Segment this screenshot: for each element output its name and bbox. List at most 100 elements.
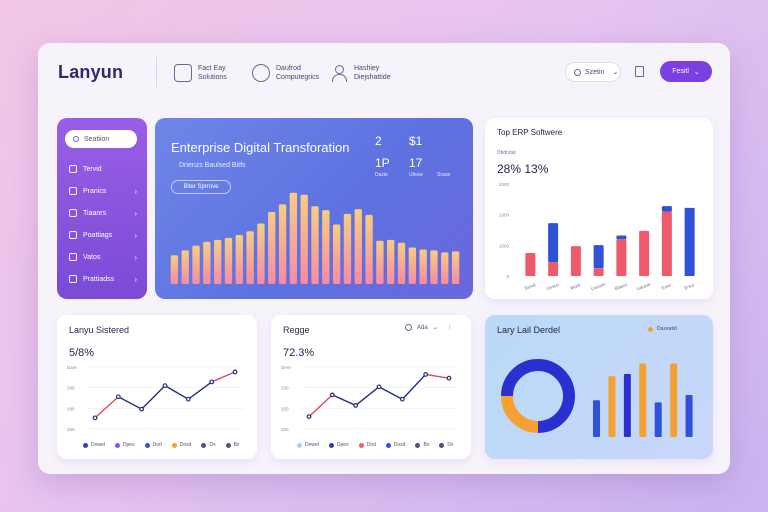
erp-bar-segment xyxy=(570,246,581,276)
legend-swatch xyxy=(385,442,391,448)
sidebar-item[interactable]: Prattiadss › xyxy=(65,268,139,290)
sidebar-item[interactable]: Pranics › xyxy=(65,180,139,202)
folder-icon xyxy=(69,165,77,173)
x-tick-label: Sarvd xyxy=(523,282,536,291)
select-value: Szetin xyxy=(585,68,605,76)
hero-bar xyxy=(181,250,189,284)
hero-bar xyxy=(387,239,395,284)
data-point xyxy=(329,392,335,398)
y-tick-label: 150 xyxy=(281,427,289,432)
y-tick-label: 1000 xyxy=(499,213,510,218)
more-icon[interactable]: ⋮ xyxy=(446,325,453,331)
sidebar-item-label: Tiaanrs xyxy=(83,209,107,217)
hero-bar xyxy=(441,252,449,284)
legend-label: Dpes xyxy=(336,442,349,448)
legend-item: Dod xyxy=(144,442,162,448)
nav-item-solutions[interactable]: Fact Eay Solutions xyxy=(174,61,227,85)
hero-stat: 2 xyxy=(375,134,405,148)
hero-bar xyxy=(343,213,352,284)
document-icon[interactable] xyxy=(635,66,644,77)
globe-icon xyxy=(574,68,581,76)
data-point xyxy=(139,406,145,412)
hero-bar xyxy=(311,206,319,284)
sidebar: Seatiion Tervid Pranics › Tiaanrs › Poatti… xyxy=(57,118,147,299)
y-tick-label: Dare xyxy=(67,365,77,370)
legend-item: Dpes xyxy=(114,442,135,448)
legend-item: Dowel xyxy=(297,442,319,448)
primary-action-button[interactable]: Fesitl ⌄ xyxy=(660,61,712,82)
y-tick-label: Dere xyxy=(281,365,291,370)
nav-line1: Hashiey xyxy=(354,65,380,72)
sidebar-item[interactable]: Tervid xyxy=(65,158,139,180)
legend-label: Bx xyxy=(233,442,240,448)
sidebar-item-label: Poattiags xyxy=(83,231,113,239)
erp-bar-segment xyxy=(593,245,604,269)
sidebar-item[interactable]: Tiaanrs › xyxy=(65,202,139,224)
hero-bar xyxy=(354,209,362,284)
line-segment xyxy=(117,396,143,410)
nav-item-compute[interactable]: Daufrod Computegrics xyxy=(252,61,319,85)
mini-bar xyxy=(670,363,678,437)
hero-bar xyxy=(278,204,287,284)
legend-item: Dod xyxy=(358,442,376,448)
hero-stat: $1 xyxy=(409,134,439,148)
legend-label: Dosd xyxy=(179,442,192,448)
data-point xyxy=(185,396,191,402)
chevron-down-icon: ⌄ xyxy=(693,68,700,76)
mini-bar-chart xyxy=(593,363,693,437)
legend-label: Dazeatid xyxy=(657,326,677,332)
sidebar-item[interactable]: Vatos › xyxy=(65,246,139,268)
mini-bar xyxy=(639,363,647,437)
nav-item-user[interactable]: Hashiey Diejshattide xyxy=(330,61,391,85)
legend-item: Bx xyxy=(225,442,240,448)
data-point xyxy=(399,396,405,402)
erp-bar-segment xyxy=(548,262,559,276)
top-header: Lanyun Fact Eay Solutions Daufrod Comput… xyxy=(38,43,730,101)
erp-bar-segment xyxy=(661,211,672,276)
brand-logo[interactable]: Lanyun xyxy=(58,62,124,82)
x-tick-label: Mortl xyxy=(570,283,581,291)
erp-bar-segment xyxy=(639,230,650,276)
sidebar-item[interactable]: Poattiags › xyxy=(65,224,139,246)
legend-item: Dpes xyxy=(328,442,349,448)
folder-icon xyxy=(69,275,77,283)
hero-stat: 17 Ulnow xyxy=(409,156,439,178)
stat-value: 2 xyxy=(375,134,382,148)
data-point xyxy=(376,384,382,390)
data-point xyxy=(306,414,312,419)
erp-bar-segment xyxy=(684,207,695,276)
hero-bar xyxy=(192,245,200,284)
folder-icon xyxy=(69,253,77,261)
line-segment xyxy=(308,394,334,418)
legend-swatch xyxy=(439,442,445,448)
legend-label: Dowel xyxy=(91,442,105,448)
sidebar-search[interactable]: Seatiion xyxy=(65,130,137,148)
legend-swatch xyxy=(114,442,120,448)
chevron-right-icon: › xyxy=(134,230,137,240)
hero-bar xyxy=(246,231,254,284)
chevron-right-icon: › xyxy=(134,186,137,196)
erp-bar-segment xyxy=(593,268,604,276)
x-tick-label: Uarosh xyxy=(636,282,652,292)
hero-banner: Enterprise Digital Transforation Drienzs… xyxy=(155,118,473,299)
line-chart-2: Dere 150 150 150 xyxy=(281,365,457,432)
nav-line1: Daufrod xyxy=(276,65,301,72)
legend-swatch xyxy=(83,442,88,448)
language-select[interactable]: Szetin ⌄ xyxy=(565,62,621,82)
card-dropdown[interactable]: Ada ⌄ ⋮ xyxy=(405,324,453,331)
legend-swatch xyxy=(328,442,334,448)
card-value: 28% 13% xyxy=(497,162,549,176)
search-icon xyxy=(73,136,79,142)
nav-line2: Diejshattide xyxy=(354,74,391,81)
nav-line1: Fact Eay xyxy=(198,65,226,72)
line-segment xyxy=(401,373,427,400)
hero-bar-chart xyxy=(170,192,460,284)
card-value: 72.3% xyxy=(283,347,315,359)
chart-legend: Dowel Dpes Dod Dosd Dx Bx xyxy=(83,442,239,448)
legend-label: Dx xyxy=(447,442,454,448)
hero-cta-button[interactable]: Biter Sprrove xyxy=(171,180,231,194)
mini-bar xyxy=(685,395,693,437)
hero-subtitle: Drienzs Baulsed Bitfs xyxy=(179,162,246,169)
hero-bar xyxy=(203,241,211,284)
dropdown-label: Ada xyxy=(417,324,428,331)
